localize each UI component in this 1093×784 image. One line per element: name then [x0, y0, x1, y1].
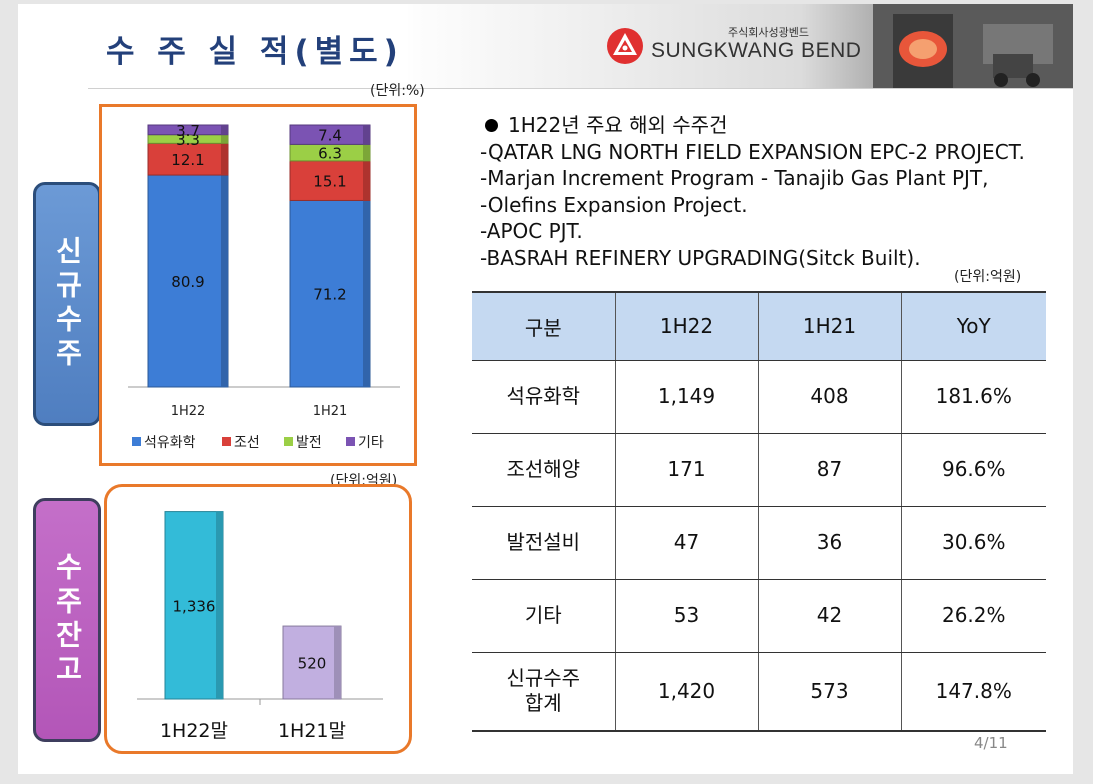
- bar-segment-shade: [363, 144, 370, 161]
- bar-data-label: 7.4: [318, 127, 342, 145]
- x-tick-label: 1H21: [313, 404, 348, 419]
- project-item: -Olefins Expansion Project.: [480, 192, 748, 217]
- table-cell: 42: [757, 579, 901, 653]
- table-cell: 36: [757, 506, 901, 580]
- table-cell: 573: [757, 652, 901, 732]
- bar-segment-shade: [221, 125, 228, 135]
- legend-label: 발전: [296, 435, 322, 451]
- backlog-bar: [164, 511, 224, 700]
- page-number: 4/11: [974, 734, 1008, 752]
- x-tick-label: 1H21말: [278, 720, 346, 742]
- table-cell: 181.6%: [900, 360, 1046, 434]
- table-cell: 408: [757, 360, 901, 434]
- side-label-backlog: 수주잔고: [33, 498, 101, 742]
- table-cell: 53: [614, 579, 758, 653]
- table-header-cell: YoY: [900, 291, 1046, 361]
- project-item: -BASRAH REFINERY UPGRADING(Sitck Built).: [480, 245, 921, 270]
- backlog-chart: 1,336 1H22말 520 1H21말: [104, 484, 412, 754]
- backlog-chart-svg: 1,336 1H22말 520 1H21말: [137, 511, 383, 742]
- table-cell: 1,149: [614, 360, 758, 434]
- table-cell: 조선해양: [472, 433, 615, 507]
- slide: 주식회사성광벤드 SUNGKWANG BEND 수 주 실 적(별도) 신규수주…: [18, 4, 1073, 774]
- table-header-cell: 1H22: [614, 291, 758, 361]
- side-label-new-orders: 신규수주: [33, 182, 101, 426]
- company-name-korean: 주식회사성광벤드: [728, 26, 809, 39]
- backlog-bar-shade: [216, 511, 223, 699]
- legend-swatch: [132, 437, 141, 446]
- table-cell: 석유화학: [472, 360, 615, 434]
- table-row: 조선해양 171 87 96.6%: [472, 433, 1046, 507]
- unit-krw-right: (단위:억원): [954, 269, 1022, 285]
- table-row: 기타 53 42 26.2%: [472, 579, 1046, 653]
- table-header-cell: 1H21: [757, 291, 901, 361]
- table-cell: 171: [614, 433, 758, 507]
- company-name-english: SUNGKWANG BEND: [651, 39, 862, 62]
- legend-label: 조선: [234, 435, 260, 451]
- table-cell: 신규수주 합계: [472, 652, 615, 732]
- table-header-row: 구분 1H22 1H21 YoY: [472, 291, 1046, 361]
- bar-segment-shade: [363, 160, 370, 201]
- bar-segment-조선: [289, 160, 371, 201]
- orders-table: 구분 1H22 1H21 YoY 석유화학 1,149 408 181.6% 조…: [472, 291, 1046, 732]
- legend-swatch: [284, 437, 293, 446]
- bar-segment-shade: [363, 125, 370, 145]
- side-label-backlog-text: 수주잔고: [51, 552, 84, 688]
- header-banner: 주식회사성광벤드 SUNGKWANG BEND: [393, 4, 1073, 88]
- bar-data-label: 71.2: [313, 286, 346, 304]
- table-cell: 기타: [472, 579, 615, 653]
- table-cell: 147.8%: [900, 652, 1046, 732]
- unit-percent: (단위:%): [370, 83, 425, 99]
- project-item: -QATAR LNG NORTH FIELD EXPANSION EPC-2 P…: [480, 139, 1025, 164]
- stacked-share-chart: 80.9 12.1 3.3 3.7 1H22 71.2 15.1 6.3 7.4 1H21 석유화학…: [99, 104, 417, 466]
- page-title: 수 주 실 적(별도): [106, 34, 404, 70]
- header-divider: [88, 88, 1073, 89]
- company-logo-icon: [607, 28, 643, 64]
- table-cell: 26.2%: [900, 579, 1046, 653]
- bar-data-label: 6.3: [318, 145, 342, 163]
- overseas-projects: 1H22년 주요 해외 수주건 -QATAR LNG NORTH FIELD E…: [480, 112, 1025, 271]
- x-tick-label: 1H22: [171, 404, 206, 419]
- backlog-data-label: 520: [298, 655, 327, 673]
- factory-photo: [873, 4, 1073, 88]
- bullet-icon: [485, 118, 498, 132]
- bar-segment-shade: [363, 200, 370, 387]
- bar-segment-석유화학: [289, 199, 371, 388]
- backlog-bar-shade: [334, 626, 341, 699]
- project-item: -APOC PJT.: [480, 219, 583, 243]
- table-cell: 30.6%: [900, 506, 1046, 580]
- legend-label: 석유화학: [144, 435, 196, 451]
- bar-data-label: 12.1: [171, 151, 204, 169]
- table-cell: 87: [757, 433, 901, 507]
- projects-heading-line: 1H22년 주요 해외 수주건: [480, 112, 1025, 139]
- bar-segment-shade: [221, 175, 228, 387]
- side-label-new-orders-text: 신규수주: [51, 236, 84, 372]
- x-tick-label: 1H22말: [160, 720, 228, 742]
- bar-data-label: 3.7: [176, 122, 200, 140]
- bar-segment-shade: [221, 143, 228, 176]
- legend-swatch: [346, 437, 355, 446]
- bar-data-label: 3.3: [176, 131, 200, 149]
- table-header-cell: 구분: [472, 291, 615, 361]
- backlog-data-label: 1,336: [173, 597, 216, 615]
- projects-heading: 1H22년 주요 해외 수주건: [508, 113, 728, 137]
- bar-segment-shade: [221, 134, 228, 144]
- stacked-share-chart-svg: 80.9 12.1 3.33.7 1H22 71.2 15.1 6.37.4 1H21 석유화학…: [128, 122, 400, 451]
- table-cell: 47: [614, 506, 758, 580]
- legend-swatch: [222, 437, 231, 446]
- bar-data-label: 15.1: [313, 173, 346, 191]
- backlog-bar: [282, 625, 342, 700]
- title-band: [88, 4, 408, 82]
- bar-segment-석유화학: [147, 174, 229, 388]
- table-cell: 1,420: [614, 652, 758, 732]
- legend-label: 기타: [358, 435, 384, 451]
- table-row: 석유화학 1,149 408 181.6%: [472, 360, 1046, 434]
- table-cell: 발전설비: [472, 506, 615, 580]
- header-left-band: [18, 4, 88, 88]
- table-cell: 96.6%: [900, 433, 1046, 507]
- table-row: 발전설비 47 36 30.6%: [472, 506, 1046, 580]
- bar-data-label: 80.9: [171, 273, 204, 291]
- table-row: 신규수주 합계 1,420 573 147.8%: [472, 652, 1046, 732]
- project-item: -Marjan Increment Program - Tanajib Gas …: [480, 166, 989, 190]
